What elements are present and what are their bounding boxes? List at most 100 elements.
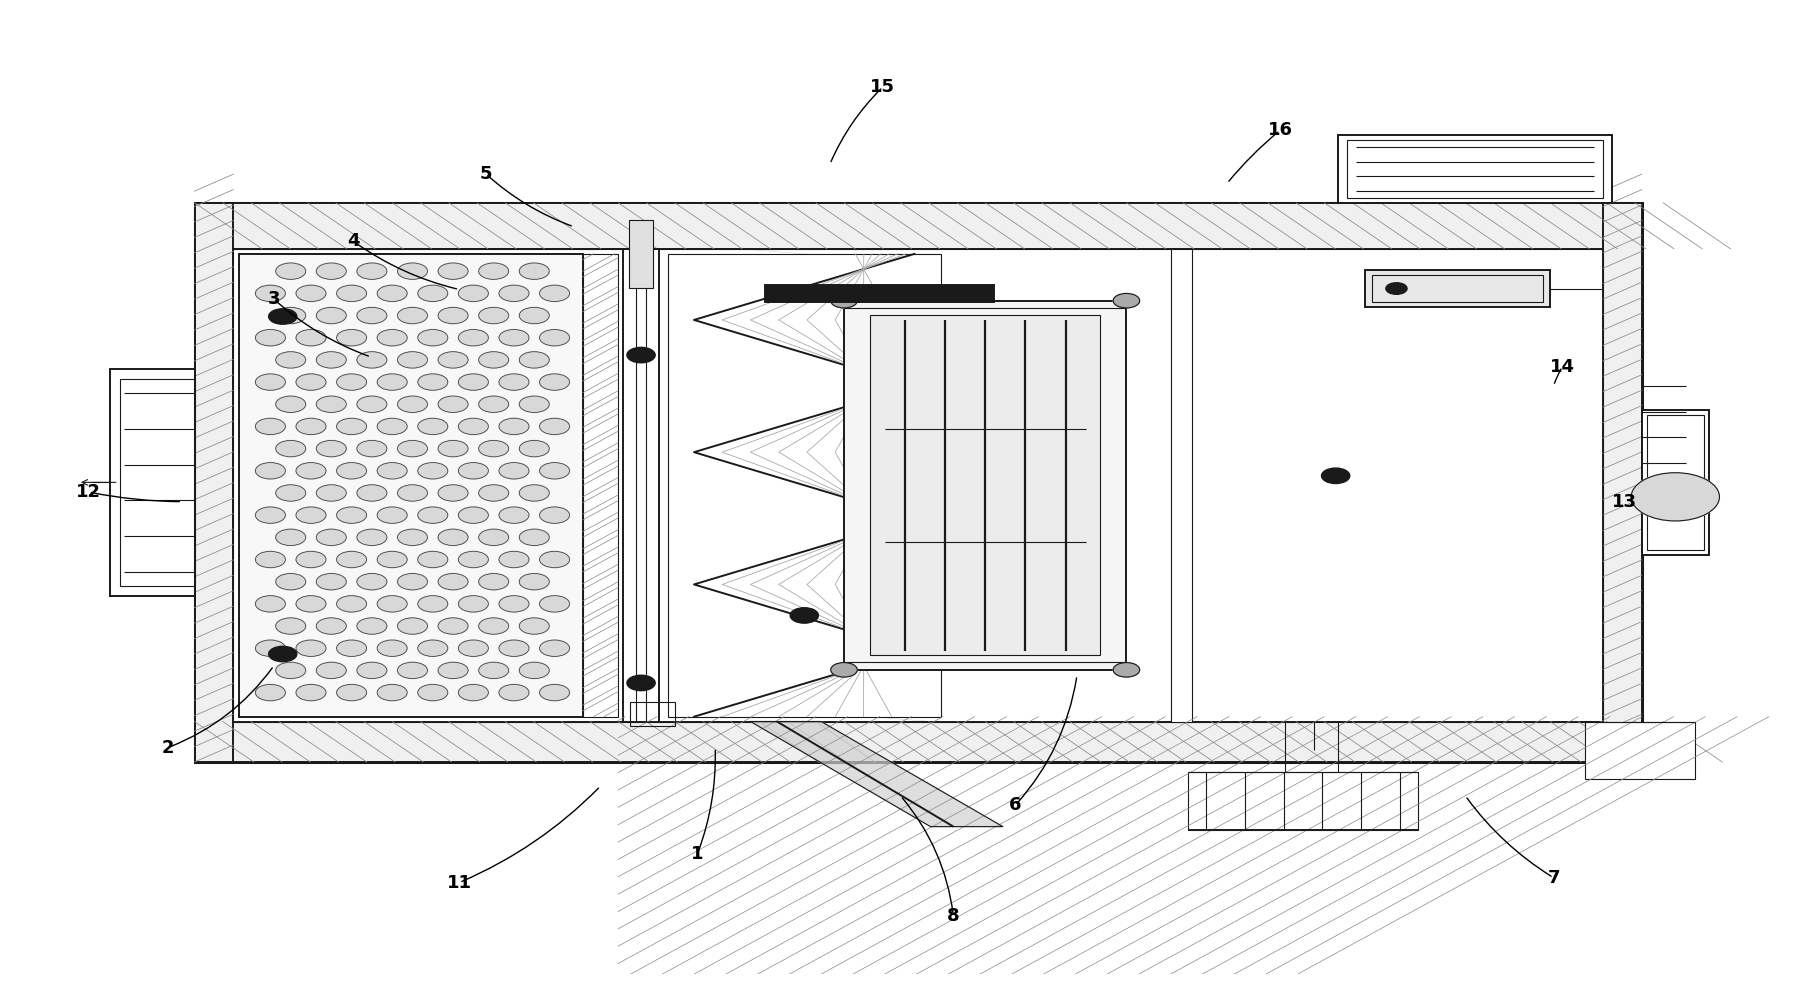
Circle shape (295, 374, 326, 391)
Bar (1189, 771, 1417, 830)
Circle shape (376, 595, 407, 612)
Text: 8: 8 (947, 907, 960, 925)
Circle shape (317, 574, 346, 589)
Circle shape (295, 330, 326, 346)
Circle shape (418, 685, 448, 701)
Circle shape (376, 685, 407, 701)
Circle shape (398, 529, 427, 545)
Circle shape (540, 374, 569, 391)
Circle shape (540, 595, 569, 612)
Bar (1171, 249, 1192, 721)
Circle shape (459, 507, 488, 523)
Circle shape (376, 330, 407, 346)
Circle shape (1387, 282, 1407, 294)
Circle shape (459, 685, 488, 701)
Circle shape (459, 285, 488, 301)
Circle shape (295, 507, 326, 523)
Circle shape (337, 551, 367, 568)
Text: 5: 5 (479, 164, 492, 183)
Circle shape (357, 574, 387, 589)
Circle shape (295, 551, 326, 568)
Bar (1603, 203, 1643, 762)
Circle shape (479, 574, 508, 589)
Circle shape (418, 595, 448, 612)
Circle shape (479, 351, 508, 368)
Circle shape (357, 307, 387, 324)
Circle shape (1113, 662, 1140, 677)
Circle shape (337, 462, 367, 479)
Circle shape (317, 618, 346, 635)
Circle shape (398, 618, 427, 635)
Circle shape (398, 263, 427, 279)
Circle shape (499, 640, 529, 656)
Circle shape (295, 462, 326, 479)
Bar (629, 220, 654, 287)
Text: 13: 13 (1612, 493, 1637, 511)
Bar (668, 254, 942, 716)
Circle shape (398, 574, 427, 589)
Circle shape (398, 441, 427, 457)
Circle shape (540, 685, 569, 701)
Circle shape (256, 374, 285, 391)
Circle shape (519, 351, 549, 368)
Bar (195, 721, 1643, 762)
Bar (1347, 140, 1603, 198)
Text: 1: 1 (692, 844, 704, 863)
Circle shape (398, 485, 427, 501)
Circle shape (438, 485, 468, 501)
Circle shape (295, 418, 326, 435)
Circle shape (376, 640, 407, 656)
Circle shape (317, 263, 346, 279)
Circle shape (627, 347, 656, 363)
Circle shape (499, 374, 529, 391)
Circle shape (519, 485, 549, 501)
Circle shape (540, 507, 569, 523)
Circle shape (499, 418, 529, 435)
Bar (195, 203, 1643, 249)
Circle shape (256, 551, 285, 568)
Circle shape (398, 351, 427, 368)
Circle shape (418, 285, 448, 301)
Circle shape (317, 529, 346, 545)
Circle shape (337, 418, 367, 435)
Circle shape (479, 441, 508, 457)
Circle shape (479, 263, 508, 279)
Circle shape (376, 507, 407, 523)
Bar (845, 301, 1126, 670)
Circle shape (276, 662, 306, 679)
Circle shape (499, 551, 529, 568)
Circle shape (791, 608, 818, 623)
Circle shape (459, 551, 488, 568)
Circle shape (256, 462, 285, 479)
Circle shape (438, 529, 468, 545)
Bar (195, 203, 234, 762)
Circle shape (459, 640, 488, 656)
Circle shape (830, 662, 857, 677)
Text: 7: 7 (1547, 869, 1560, 887)
Circle shape (337, 595, 367, 612)
Bar (1338, 135, 1612, 203)
Circle shape (376, 285, 407, 301)
Circle shape (256, 330, 285, 346)
Circle shape (357, 396, 387, 412)
Bar (110, 369, 195, 595)
Circle shape (438, 662, 468, 679)
Circle shape (479, 307, 508, 324)
Circle shape (256, 685, 285, 701)
Circle shape (317, 396, 346, 412)
Circle shape (499, 685, 529, 701)
Circle shape (459, 330, 488, 346)
Circle shape (357, 263, 387, 279)
Circle shape (438, 307, 468, 324)
Circle shape (519, 307, 549, 324)
Circle shape (295, 685, 326, 701)
Circle shape (438, 441, 468, 457)
Bar (584, 254, 618, 716)
Circle shape (276, 396, 306, 412)
Bar (234, 249, 1603, 721)
Circle shape (519, 396, 549, 412)
Circle shape (540, 330, 569, 346)
Circle shape (519, 574, 549, 589)
Bar (121, 379, 195, 586)
Circle shape (499, 507, 529, 523)
